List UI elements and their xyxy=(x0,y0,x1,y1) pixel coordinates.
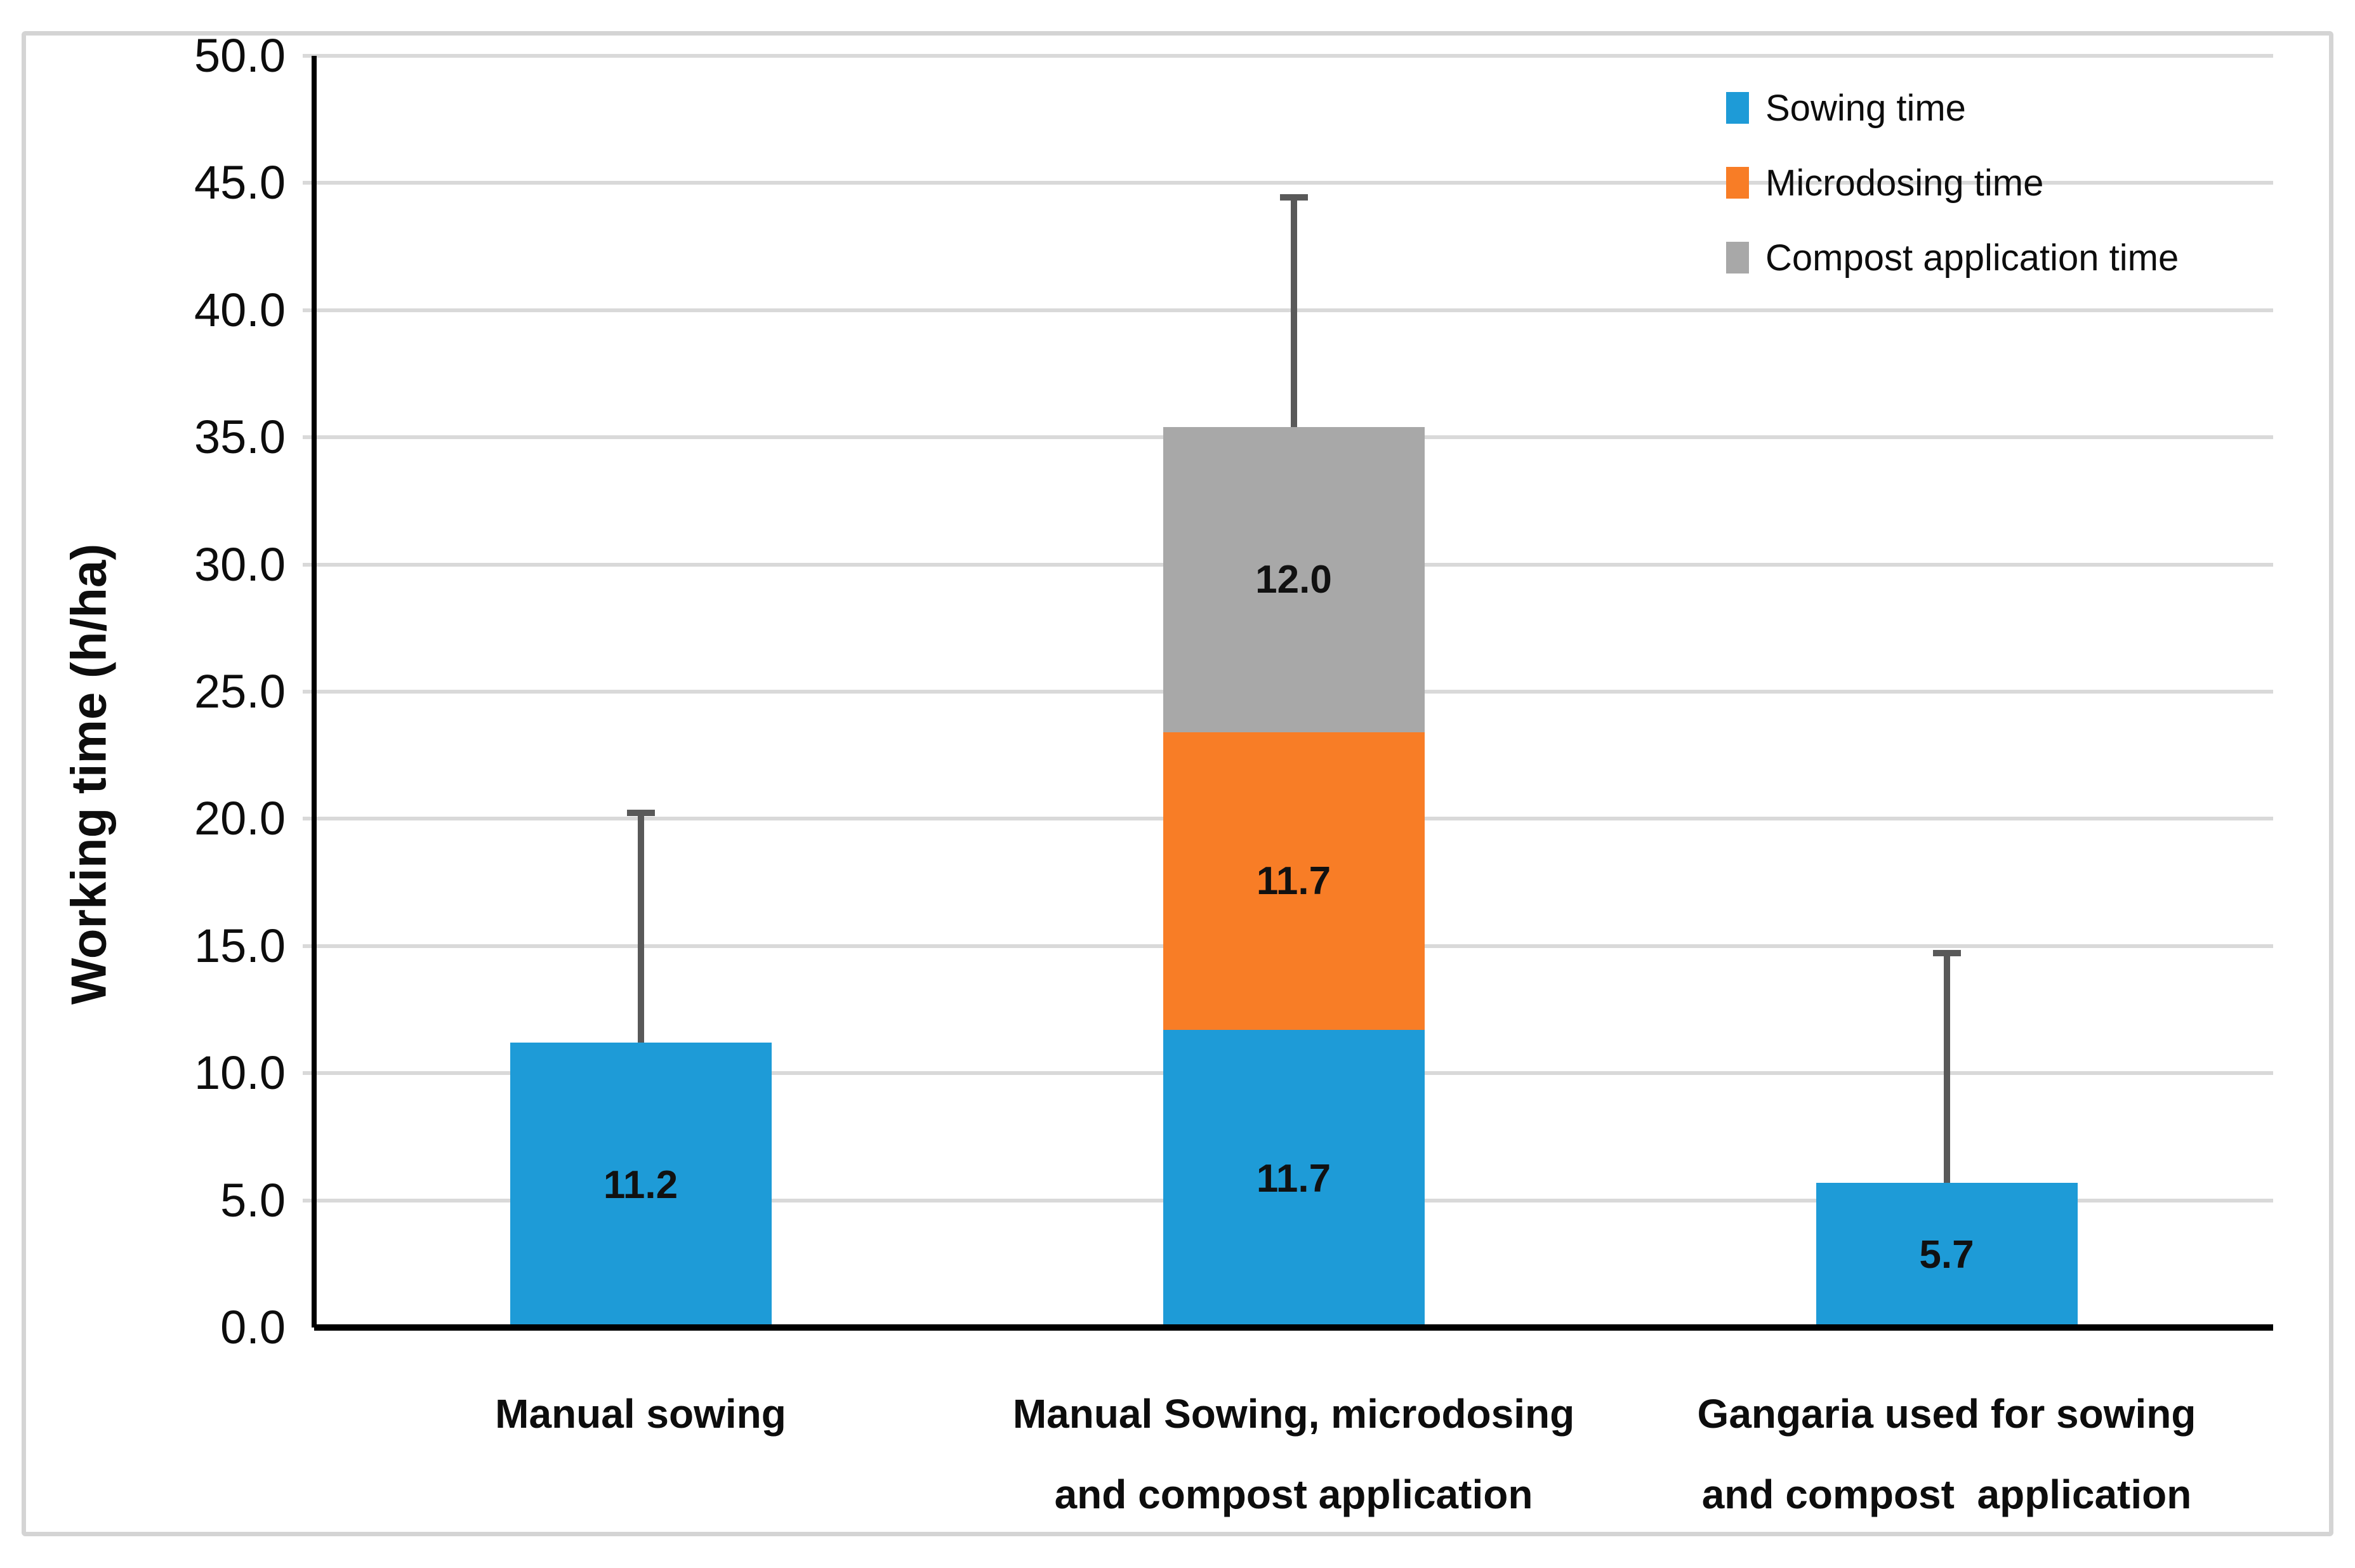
y-axis-line xyxy=(312,56,317,1328)
y-tick-label: 35.0 xyxy=(194,411,286,464)
bar-segment xyxy=(1163,427,1425,733)
bar-segment xyxy=(1163,732,1425,1031)
category-label-line: Gangaria used for sowing xyxy=(1697,1391,2196,1437)
legend-label: Compost application time xyxy=(1765,237,2179,279)
category-label: Gangaria used for sowing and compost appl… xyxy=(1582,1374,2311,1535)
bar-segment xyxy=(1163,1030,1425,1328)
error-bar-cap xyxy=(1279,194,1308,201)
legend-swatch xyxy=(1726,92,1749,124)
error-bar-stem xyxy=(1943,951,1950,1183)
bar-value-label: 11.2 xyxy=(603,1163,678,1207)
y-tick-label: 5.0 xyxy=(220,1173,286,1227)
bar-segment xyxy=(1816,1182,2078,1328)
x-axis-line xyxy=(314,1324,2273,1331)
y-tick-label: 10.0 xyxy=(194,1046,286,1100)
category-label-line: and compost application xyxy=(1701,1472,2192,1517)
bar-value-label: 11.7 xyxy=(1256,859,1331,903)
y-tick-label: 40.0 xyxy=(194,283,286,336)
error-bar-stem xyxy=(1290,195,1297,428)
category-label-line: Manual Sowing, microdosing xyxy=(1012,1391,1575,1437)
legend-swatch xyxy=(1726,167,1749,199)
gridline xyxy=(303,54,2273,58)
gridline xyxy=(303,181,2273,185)
bar-value-label: 5.7 xyxy=(1919,1232,1974,1277)
bar-segment xyxy=(510,1043,772,1328)
legend-swatch xyxy=(1726,242,1749,273)
y-tick-label: 50.0 xyxy=(194,29,286,82)
y-tick-label: 0.0 xyxy=(220,1301,286,1354)
gridline xyxy=(303,308,2273,312)
y-tick-label: 45.0 xyxy=(194,156,286,209)
error-bar-cap xyxy=(1932,949,1961,956)
category-label: Manual sowing xyxy=(276,1374,1005,1454)
category-label-line: and compost application xyxy=(1054,1472,1533,1517)
category-label-line: Manual sowing xyxy=(495,1391,786,1437)
y-tick-label: 20.0 xyxy=(194,792,286,845)
legend-item-sowing-time: Sowing time xyxy=(1726,77,1966,138)
category-label: Manual Sowing, microdosing and compost ap… xyxy=(929,1374,1658,1535)
y-tick-label: 25.0 xyxy=(194,665,286,718)
y-tick-label: 15.0 xyxy=(194,919,286,972)
bar-value-label: 11.7 xyxy=(1256,1156,1331,1201)
error-bar-stem xyxy=(637,811,644,1043)
y-tick-label: 30.0 xyxy=(194,537,286,591)
plot-area: 11.2 11.7 11.7 12.0 5.7 xyxy=(303,54,2273,1328)
legend-label: Sowing time xyxy=(1765,87,1966,129)
legend-item-compost-application-time: Compost application time xyxy=(1726,227,2179,288)
legend-item-microdosing-time: Microdosing time xyxy=(1726,152,2043,213)
bar-value-label: 12.0 xyxy=(1255,557,1332,602)
error-bar-cap xyxy=(626,810,655,817)
legend-label: Microdosing time xyxy=(1765,162,2044,204)
